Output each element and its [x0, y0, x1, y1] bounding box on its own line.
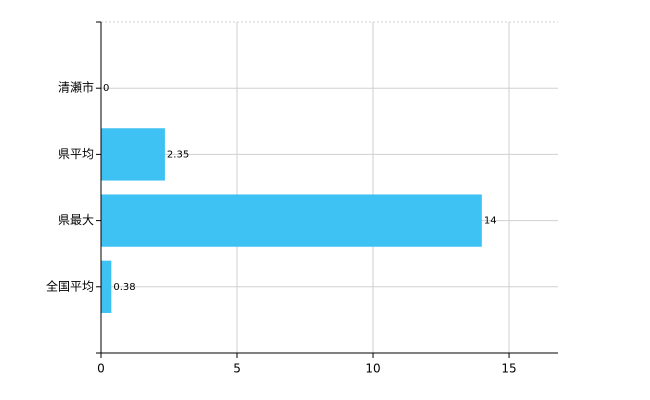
x-tick-label: 5	[233, 362, 241, 376]
x-tick-label: 10	[365, 362, 380, 376]
bar	[101, 194, 482, 247]
data-label: 0.38	[113, 282, 135, 293]
y-tick-label: 県最大	[58, 213, 94, 227]
y-tick-label: 全国平均	[46, 278, 94, 293]
x-tick-label: 15	[501, 362, 516, 376]
data-label: 2.35	[167, 149, 189, 160]
x-tick-label: 0	[97, 362, 105, 376]
bar	[101, 128, 165, 181]
y-tick-label: 県平均	[58, 147, 94, 161]
data-label: 0	[103, 83, 109, 94]
data-label: 14	[484, 216, 497, 227]
y-tick-label: 清瀬市	[58, 80, 94, 95]
bar	[101, 260, 112, 313]
